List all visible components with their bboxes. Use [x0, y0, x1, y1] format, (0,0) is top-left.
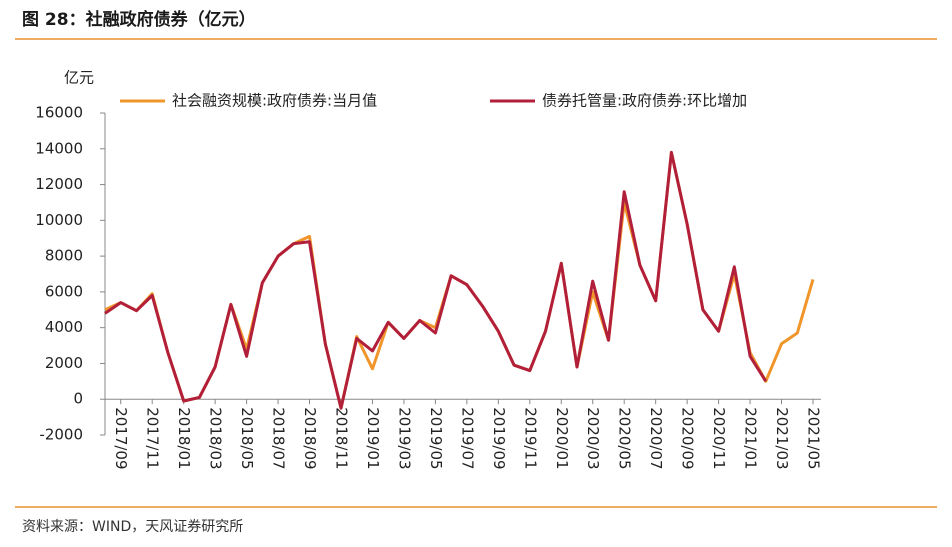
x-tick-label: 2020/05	[616, 407, 634, 469]
x-tick-label: 2019/09	[490, 407, 508, 469]
x-tick-label: 2018/03	[207, 407, 225, 469]
x-tick-label: 2020/03	[584, 407, 602, 469]
source: 资料来源：WIND，天风证券研究所	[22, 519, 243, 535]
x-tick-label: 2018/07	[270, 407, 288, 469]
x-tick-label: 2017/09	[112, 407, 130, 469]
series-line	[104, 150, 768, 410]
x-tick-label: 2017/11	[144, 407, 162, 469]
chart-title: 图 28：社融政府债券（亿元）	[22, 9, 256, 30]
x-tick-label: 2018/01	[175, 407, 193, 469]
x-tick-label: 2021/03	[773, 407, 791, 469]
x-tick-label: 2020/01	[553, 407, 571, 469]
x-tick-label: 2019/11	[521, 407, 539, 469]
x-tick-label: 2018/05	[238, 407, 256, 469]
x-tick-label: 2021/05	[805, 407, 823, 469]
legend-label: 社会融资规模:政府债券:当月值	[172, 92, 377, 110]
y-tick-label: -2000	[39, 426, 83, 444]
y-tick-label: 14000	[35, 139, 83, 157]
legend-label: 债券托管量:政府债券:环比增加	[542, 92, 747, 110]
x-tick-label: 2018/09	[301, 407, 319, 469]
x-tick-label: 2019/05	[427, 407, 445, 469]
x-tick-label: 2018/11	[333, 407, 351, 469]
x-tick-label: 2020/11	[710, 407, 728, 469]
x-tick-label: 2020/07	[647, 407, 665, 469]
y-tick-label: 16000	[35, 104, 83, 122]
x-tick-label: 2020/09	[679, 407, 697, 469]
x-tick-label: 2021/01	[742, 407, 760, 469]
y-tick-label: 0	[73, 390, 83, 408]
x-tick-label: 2019/07	[458, 407, 476, 469]
y-axis-label: 亿元	[64, 69, 94, 87]
y-tick-label: 2000	[45, 354, 83, 372]
y-tick-label: 4000	[45, 318, 83, 336]
y-tick-label: 12000	[35, 175, 83, 193]
y-tick-label: 6000	[45, 282, 83, 300]
x-tick-label: 2019/01	[364, 407, 382, 469]
y-tick-label: 10000	[35, 211, 83, 229]
y-tick-label: 8000	[45, 247, 83, 265]
x-tick-label: 2019/03	[395, 407, 413, 469]
